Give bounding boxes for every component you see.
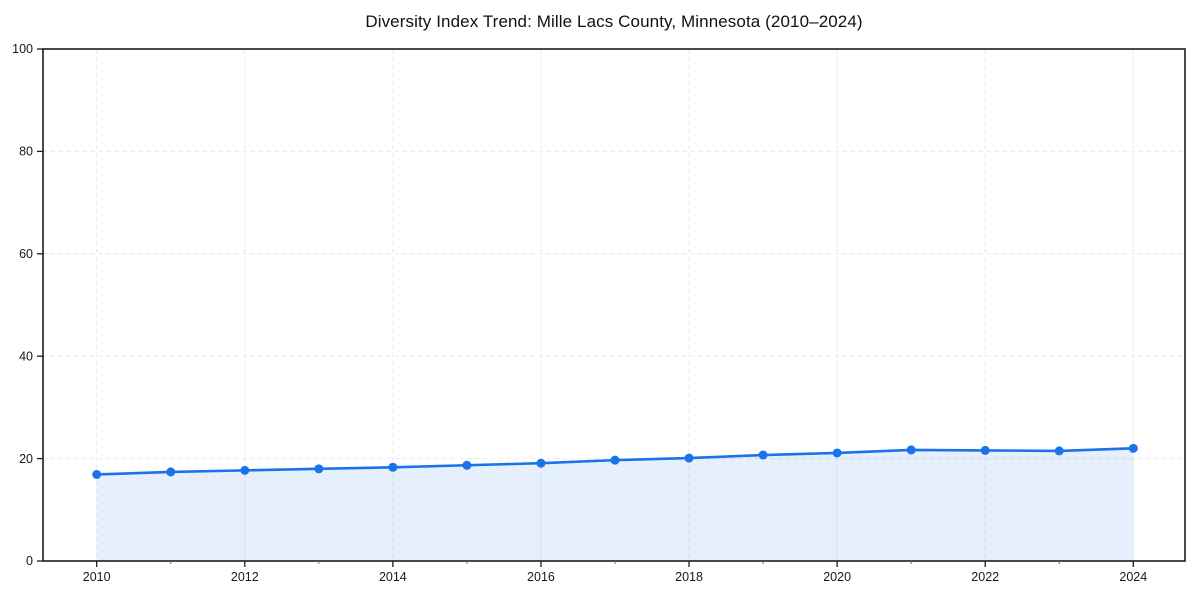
y-gridlines xyxy=(43,150,1185,460)
y-tick-label-40: 40 xyxy=(19,349,33,363)
data-point-markers xyxy=(92,443,1138,479)
data-point-2024 xyxy=(1128,443,1138,453)
data-point-2011 xyxy=(166,467,176,477)
data-point-2019 xyxy=(758,450,768,460)
x-tick-label-2018: 2018 xyxy=(675,570,703,584)
x-tick-label-2022: 2022 xyxy=(971,570,999,584)
data-point-2014 xyxy=(388,462,398,472)
x-tick-label-2024: 2024 xyxy=(1119,570,1147,584)
chart-title: Diversity Index Trend: Mille Lacs County… xyxy=(365,12,863,31)
y-tick-labels: 0 20 40 60 80 100 xyxy=(12,42,33,568)
data-point-2017 xyxy=(610,455,620,465)
y-tick-label-100: 100 xyxy=(12,42,33,56)
data-point-2023 xyxy=(1054,446,1064,456)
x-tick-label-2016: 2016 xyxy=(527,570,555,584)
y-axis-ticks xyxy=(37,48,43,562)
data-point-2010 xyxy=(92,469,102,479)
data-point-2016 xyxy=(536,458,546,468)
data-point-2018 xyxy=(684,453,694,463)
x-tick-label-2012: 2012 xyxy=(231,570,259,584)
x-tick-label-2014: 2014 xyxy=(379,570,407,584)
x-axis-ticks xyxy=(96,561,1134,567)
y-tick-label-60: 60 xyxy=(19,247,33,261)
x-tick-label-2020: 2020 xyxy=(823,570,851,584)
y-tick-label-20: 20 xyxy=(19,452,33,466)
data-point-2015 xyxy=(462,460,472,470)
data-point-2020 xyxy=(832,448,842,458)
data-point-2012 xyxy=(240,465,250,475)
data-point-2022 xyxy=(980,445,990,455)
x-tick-label-2010: 2010 xyxy=(83,570,111,584)
area-fill xyxy=(96,448,1134,561)
data-point-2021 xyxy=(906,445,916,455)
y-tick-label-80: 80 xyxy=(19,145,33,159)
y-tick-label-0: 0 xyxy=(26,554,33,568)
plot-border xyxy=(42,48,1186,562)
x-tick-labels: 2010 2012 2014 2016 2018 2020 2022 2024 xyxy=(83,570,1147,584)
data-point-2013 xyxy=(314,464,324,474)
